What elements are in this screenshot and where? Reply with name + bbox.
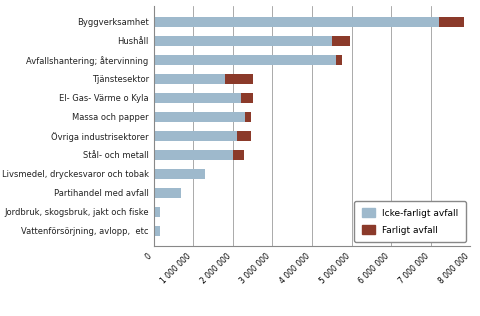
Bar [245,112,251,122]
Bar [332,36,349,46]
Bar [154,74,225,84]
Bar [154,188,181,198]
Bar [154,55,336,65]
Bar [154,36,332,46]
Bar [154,131,237,141]
Bar [154,93,240,103]
Bar [336,55,342,65]
Bar [225,74,252,84]
Bar [154,207,159,216]
Bar [240,93,253,103]
Bar [237,131,251,141]
Bar [154,150,233,160]
Bar [439,17,465,27]
Bar [154,169,205,179]
Bar [154,226,159,235]
Bar [154,112,245,122]
Bar [154,17,439,27]
Bar [233,150,244,160]
Legend: Icke-farligt avfall, Farligt avfall: Icke-farligt avfall, Farligt avfall [354,201,466,242]
